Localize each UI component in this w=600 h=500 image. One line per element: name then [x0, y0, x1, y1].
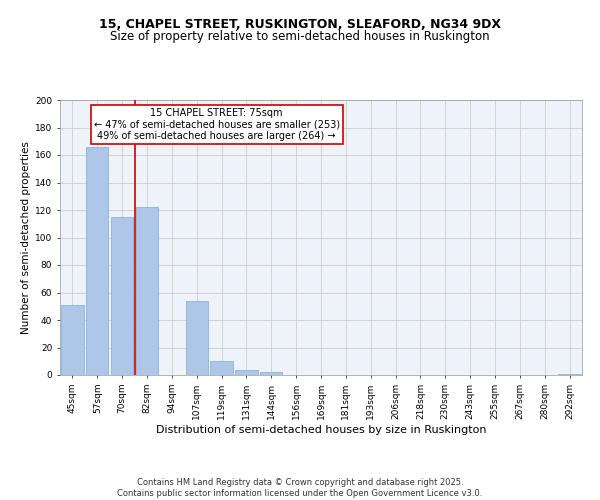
X-axis label: Distribution of semi-detached houses by size in Ruskington: Distribution of semi-detached houses by …	[156, 424, 486, 434]
Bar	[61, 305, 83, 375]
Text: Contains HM Land Registry data © Crown copyright and database right 2025.
Contai: Contains HM Land Registry data © Crown c…	[118, 478, 482, 498]
Bar	[235, 370, 257, 375]
Bar	[111, 217, 133, 375]
Bar	[86, 147, 109, 375]
Text: 15 CHAPEL STREET: 75sqm
← 47% of semi-detached houses are smaller (253)
49% of s: 15 CHAPEL STREET: 75sqm ← 47% of semi-de…	[94, 108, 340, 142]
Text: 15, CHAPEL STREET, RUSKINGTON, SLEAFORD, NG34 9DX: 15, CHAPEL STREET, RUSKINGTON, SLEAFORD,…	[99, 18, 501, 30]
Bar	[211, 361, 233, 375]
Bar	[559, 374, 581, 375]
Bar	[260, 372, 283, 375]
Text: Size of property relative to semi-detached houses in Ruskington: Size of property relative to semi-detach…	[110, 30, 490, 43]
Bar	[136, 207, 158, 375]
Bar	[185, 300, 208, 375]
Y-axis label: Number of semi-detached properties: Number of semi-detached properties	[21, 141, 31, 334]
